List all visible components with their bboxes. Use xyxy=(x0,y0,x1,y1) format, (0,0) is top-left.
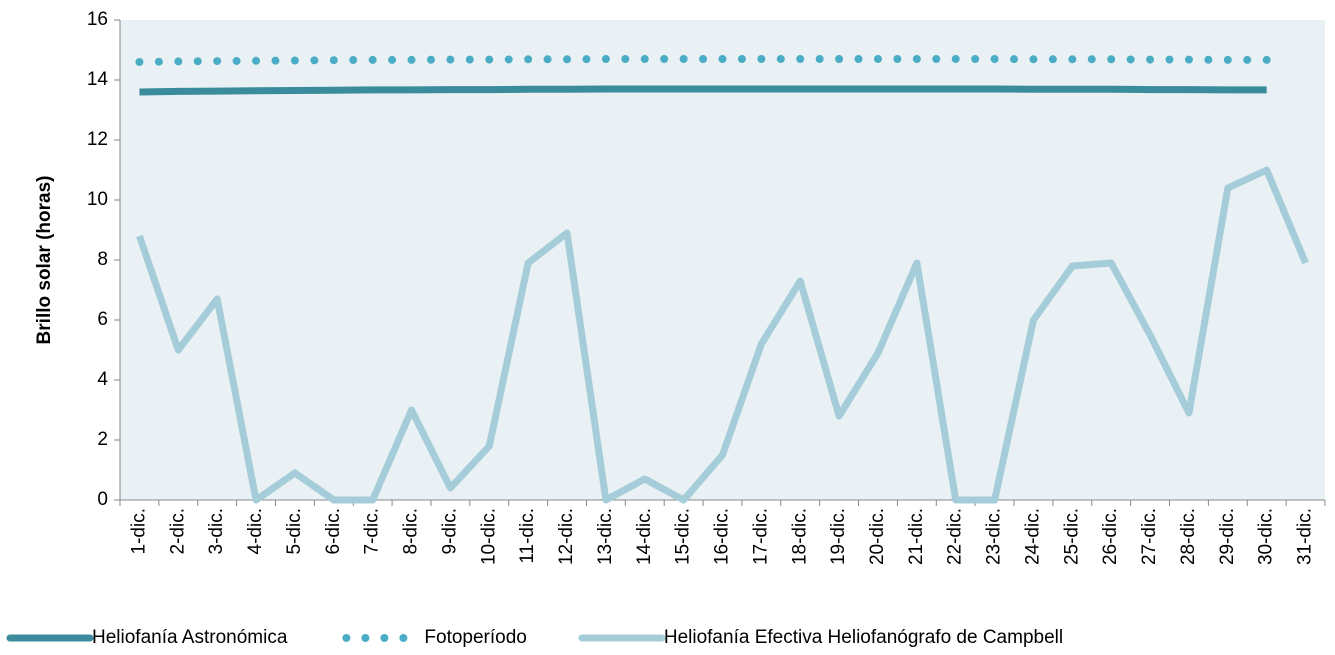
y-tick-label: 8 xyxy=(97,249,108,270)
x-tick-label: 4-dic. xyxy=(245,508,266,554)
x-tick-label: 24-dic. xyxy=(1022,508,1043,565)
legend-label: Heliofanía Astronómica xyxy=(92,627,288,648)
x-tick-label: 30-dic. xyxy=(1256,508,1277,565)
x-tick-label: 20-dic. xyxy=(867,508,888,565)
y-tick-label: 6 xyxy=(97,309,108,330)
x-tick-label: 8-dic. xyxy=(401,508,422,554)
x-tick-label: 14-dic. xyxy=(634,508,655,565)
y-tick-label: 14 xyxy=(87,69,109,90)
x-tick-label: 27-dic. xyxy=(1139,508,1160,565)
x-tick-label: 17-dic. xyxy=(750,508,771,565)
x-tick-label: 21-dic. xyxy=(906,508,927,565)
x-tick-label: 2-dic. xyxy=(167,508,188,554)
x-tick-label: 31-dic. xyxy=(1295,508,1316,565)
x-tick-label: 1-dic. xyxy=(128,508,149,554)
x-tick-label: 11-dic. xyxy=(517,508,538,564)
y-tick-label: 2 xyxy=(97,429,108,450)
y-axis-title: Brillo solar (horas) xyxy=(34,176,55,345)
y-tick-label: 12 xyxy=(87,129,108,150)
x-tick-label: 19-dic. xyxy=(828,508,849,565)
x-tick-label: 3-dic. xyxy=(206,508,227,554)
x-tick-label: 5-dic. xyxy=(284,508,305,554)
series-line xyxy=(136,166,1309,504)
x-tick-label: 7-dic. xyxy=(362,508,383,554)
plot-area xyxy=(120,20,1325,500)
x-tick-label: 16-dic. xyxy=(712,508,733,565)
x-tick-label: 18-dic. xyxy=(789,508,810,565)
x-tick-label: 13-dic. xyxy=(595,508,616,565)
x-tick-label: 9-dic. xyxy=(439,508,460,554)
x-tick-label: 29-dic. xyxy=(1217,508,1238,565)
x-tick-label: 22-dic. xyxy=(945,508,966,565)
y-tick-label: 16 xyxy=(87,9,108,30)
x-tick-label: 15-dic. xyxy=(673,508,694,565)
x-tick-label: 25-dic. xyxy=(1061,508,1082,565)
series-line xyxy=(139,85,1267,96)
y-tick-label: 10 xyxy=(87,189,108,210)
series-line xyxy=(135,55,1271,66)
x-tick-label: 28-dic. xyxy=(1178,508,1199,565)
x-tick-label: 23-dic. xyxy=(984,508,1005,565)
legend-label: Heliofanía Efectiva Heliofanógrafo de Ca… xyxy=(664,627,1063,648)
legend-label: Fotoperíodo xyxy=(424,627,526,648)
x-tick-label: 10-dic. xyxy=(478,508,499,565)
x-tick-label: 12-dic. xyxy=(556,508,577,565)
x-tick-label: 26-dic. xyxy=(1100,508,1121,565)
x-tick-label: 6-dic. xyxy=(323,508,344,554)
y-tick-label: 0 xyxy=(97,489,108,510)
y-tick-label: 4 xyxy=(97,369,108,390)
